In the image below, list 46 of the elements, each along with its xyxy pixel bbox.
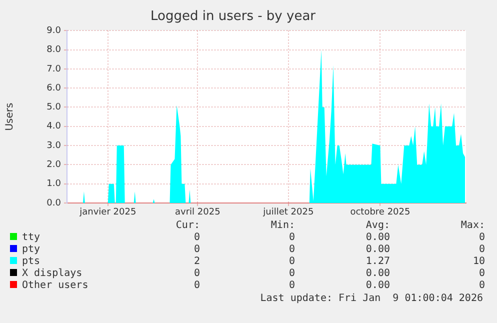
text: 0 (478, 244, 485, 256)
text: 0 (288, 232, 295, 244)
y-tick-label: 9.0 (46, 26, 62, 36)
text: 0 (288, 256, 295, 268)
y-tick-label: 2.0 (46, 160, 62, 170)
y-tick-label: 4.0 (46, 122, 62, 132)
legend-label: X displays (21, 268, 84, 280)
text: Avg: (364, 220, 390, 232)
text: Last update: Fri Jan 9 01:00:04 2026 (260, 293, 483, 304)
text: 0 (288, 244, 295, 256)
text: 0 (478, 268, 485, 280)
text: 10 (472, 256, 485, 268)
text: Max: (460, 220, 485, 232)
x-tick-label: janvier 2025 (78, 208, 136, 218)
y-axis-title: Users (4, 102, 16, 131)
text: 2 (192, 256, 200, 268)
text: 0 (478, 280, 485, 292)
text: 0 (192, 268, 200, 280)
chart-title: Logged in users - by year (150, 9, 316, 24)
text: 0.00 (364, 280, 390, 292)
text: Cur: (174, 220, 200, 232)
text: 0 (478, 232, 485, 244)
text: 0 (288, 280, 295, 292)
y-tick-label: 8.0 (46, 45, 62, 56)
y-tick-label: 6.0 (46, 83, 62, 94)
x-tick-label: juillet 2025 (262, 208, 314, 218)
text: 1.27 (364, 256, 390, 268)
legend-label: Other users (21, 280, 90, 292)
x-tick-label: octobre 2025 (350, 208, 410, 218)
legend-label: pty (21, 244, 42, 256)
text: 0.00 (364, 244, 390, 256)
text: Min: (270, 220, 295, 232)
y-tick-label: 0.0 (46, 198, 62, 208)
text: 0 (192, 232, 200, 244)
y-tick-label: 5.0 (46, 102, 62, 113)
legend-label: pts (21, 256, 42, 268)
x-tick-label: avril 2025 (175, 208, 220, 218)
text: 0.00 (364, 232, 390, 244)
y-tick-label: 1.0 (46, 179, 62, 190)
y-tick-label: 3.0 (46, 140, 62, 151)
y-tick-label: 7.0 (46, 64, 62, 74)
text: 0 (192, 244, 200, 256)
text: 0.00 (364, 268, 390, 280)
legend-label: tty (21, 232, 42, 244)
text: 0 (192, 280, 200, 292)
text: 0 (288, 268, 295, 280)
